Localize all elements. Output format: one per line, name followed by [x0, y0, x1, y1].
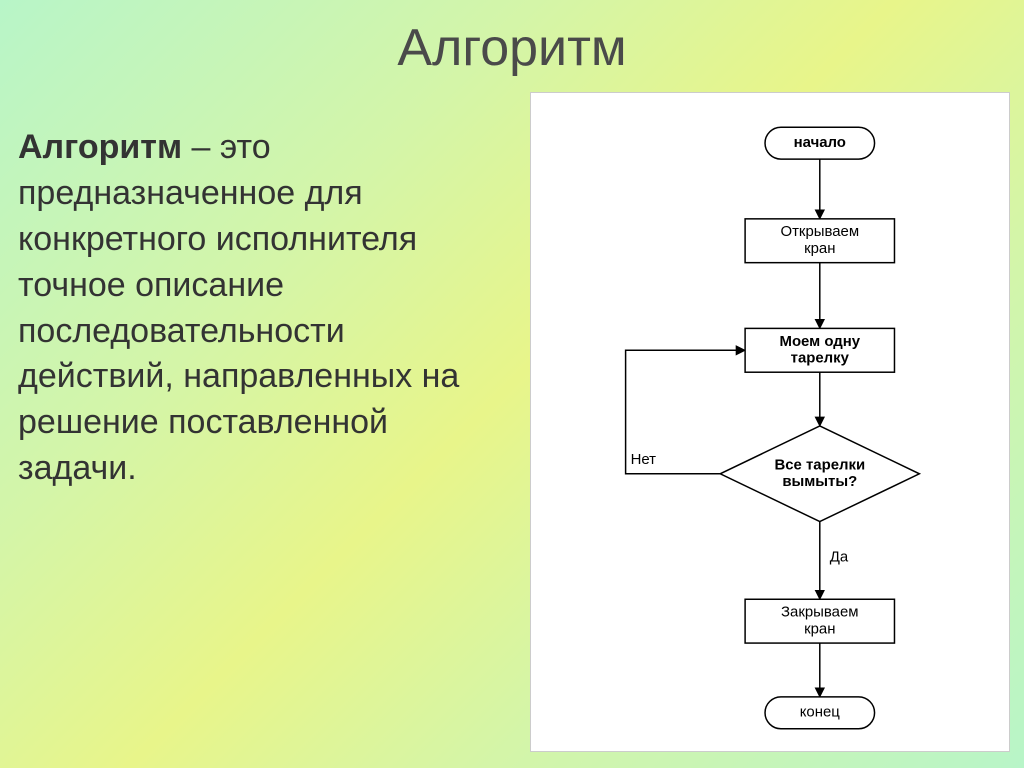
flow-node-end: конец: [765, 697, 875, 729]
flow-node-check: Все тарелкивымыты?: [720, 426, 919, 522]
flow-node-start: начало: [765, 127, 875, 159]
flow-node-label: Открываем: [780, 223, 859, 240]
flowchart-panel: ДаНет началоОткрываемкранМоем однутарелк…: [530, 92, 1010, 752]
flow-node-label: Все тарелки: [774, 456, 865, 473]
flow-node-label: кран: [804, 240, 835, 257]
flow-node-close: Закрываемкран: [745, 599, 894, 643]
flow-node-label: Моем одну: [780, 333, 861, 350]
flow-node-label: Закрываем: [781, 604, 858, 621]
slide-title: Алгоритм: [0, 0, 1024, 78]
flow-node-label: конец: [800, 704, 841, 721]
definition-rest: это предназначенное для конкретного испо…: [18, 128, 459, 487]
flow-node-wash: Моем однутарелку: [745, 328, 894, 372]
definition-paragraph: Алгоритм – это предназначенное для конкр…: [18, 125, 478, 492]
flow-node-label: начало: [794, 134, 846, 151]
definition-term: Алгоритм: [18, 128, 182, 166]
slide: Алгоритм Алгоритм – это предназначенное …: [0, 0, 1024, 768]
flow-node-label: кран: [804, 621, 835, 638]
flow-edge-label: Да: [830, 548, 849, 565]
definition-dash: –: [182, 128, 220, 166]
flow-edge-label: Нет: [631, 451, 657, 468]
flow-node-label: тарелку: [791, 350, 850, 367]
flow-node-open: Открываемкран: [745, 219, 894, 263]
flowchart-svg: ДаНет началоОткрываемкранМоем однутарелк…: [531, 93, 1009, 751]
flow-node-label: вымыты?: [782, 473, 857, 490]
